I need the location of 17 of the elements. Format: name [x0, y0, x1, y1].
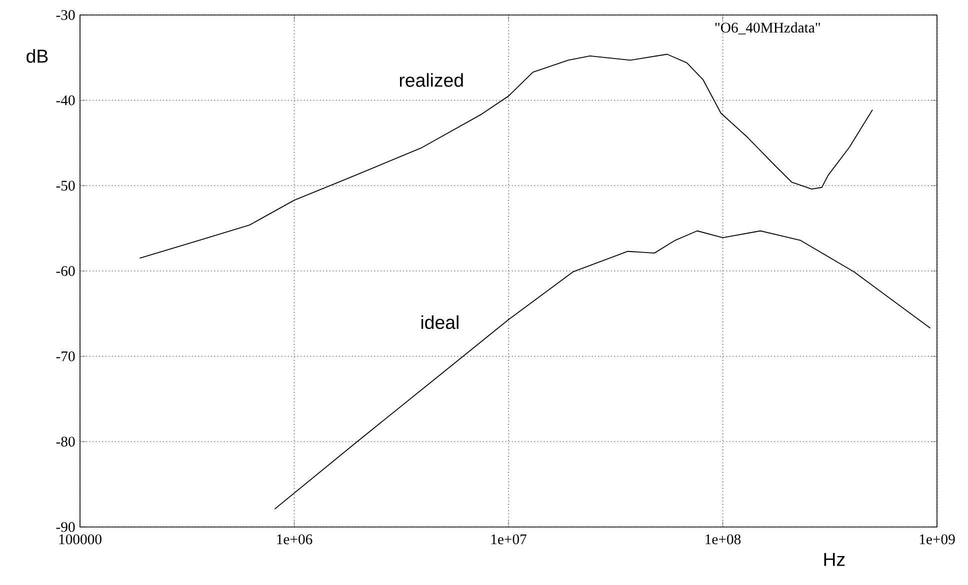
- series-label: ideal: [421, 315, 458, 330]
- y-axis-title: dB: [26, 49, 48, 63]
- y-tick-label: -40: [56, 95, 75, 106]
- x-axis-title: Hz: [824, 553, 845, 566]
- x-tick-label: 1e+09: [920, 534, 955, 544]
- y-tick-label: -90: [56, 522, 75, 532]
- annotation: "O6_40MHzdata": [715, 22, 820, 34]
- y-tick-label: -60: [56, 266, 75, 276]
- x-tick-label: 1e+08: [706, 534, 741, 544]
- y-tick-label: -50: [56, 180, 75, 191]
- y-tick-label: -30: [56, 10, 75, 20]
- x-tick-label: 1e+07: [491, 534, 526, 544]
- y-tick-label: -80: [56, 436, 75, 447]
- series-label: realized: [400, 73, 463, 87]
- x-tick-label: 1e+06: [277, 534, 312, 544]
- x-tick-label: 100000: [59, 534, 102, 544]
- y-tick-label: -70: [56, 351, 75, 362]
